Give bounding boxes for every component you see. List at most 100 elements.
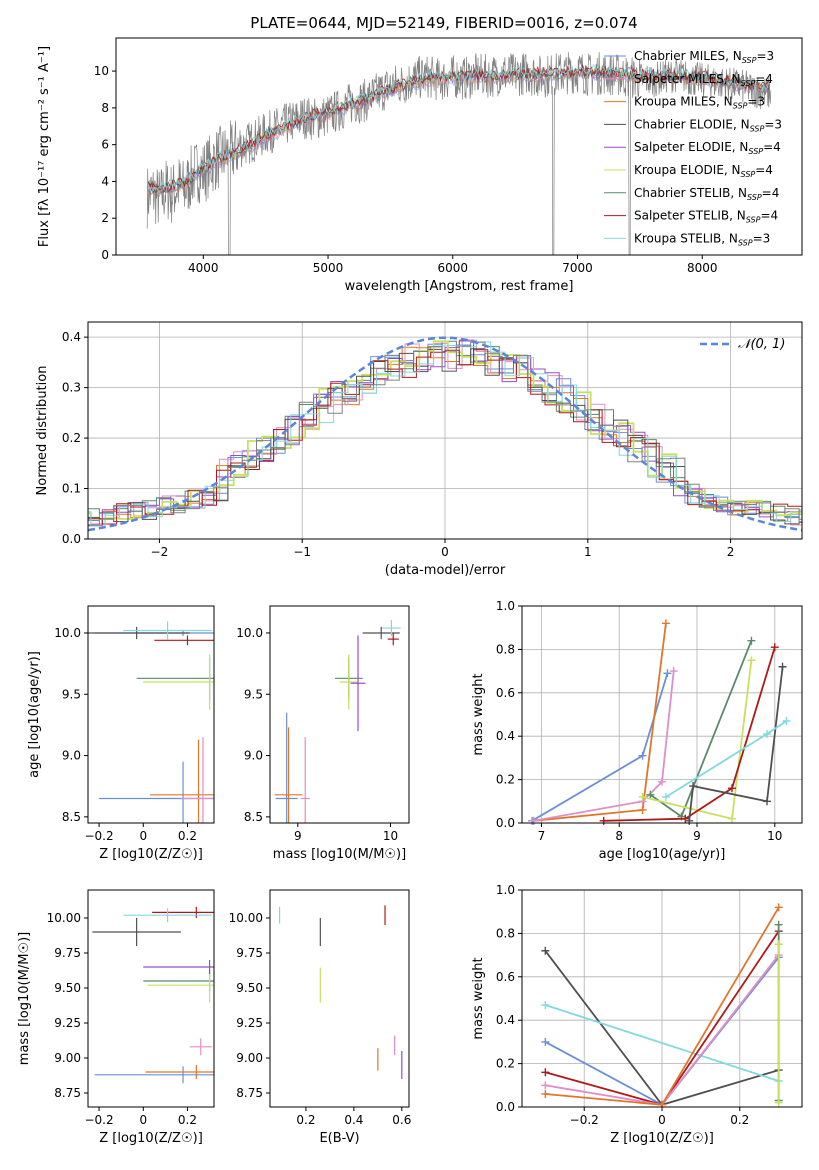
x-tick-label: 0 (441, 545, 449, 559)
x-tick-label: 0.2 (178, 829, 197, 843)
x-tick-label: 0 (658, 1113, 666, 1127)
data-marker (638, 805, 647, 814)
data-marker (661, 792, 670, 801)
series-line (603, 646, 776, 822)
age-vs-Z-ylabel: age [log10(age/yr)] (27, 651, 42, 778)
data-marker (658, 777, 666, 786)
series-line (533, 671, 675, 822)
massweight-vs-age-axes (518, 605, 802, 827)
legend-subscript: SSP (746, 216, 761, 225)
spectrum-axes (112, 70, 703, 259)
legend-text: Chabrier ELODIE, N (634, 117, 750, 131)
x-tick-label: 7 (538, 829, 546, 843)
age-vs-Z-xlabel: Z [log10(Z/Z☉)] (99, 847, 203, 862)
mass-vs-ebv-frame (269, 889, 410, 1108)
y-tick-label: 0.8 (496, 926, 515, 940)
legend-text: Salpeter MILES, N (634, 72, 741, 86)
x-tick-label: 5000 (313, 261, 344, 275)
y-tick-label: 10 (94, 64, 109, 78)
massweight-vs-age-xlabel: age [log10(age/yr)] (599, 847, 726, 862)
data-marker (663, 669, 672, 678)
y-tick-label: 8.75 (236, 1086, 263, 1100)
histogram-step (88, 341, 802, 526)
x-tick-label: 4000 (188, 261, 219, 275)
x-tick-label: −0.2 (570, 1113, 599, 1127)
y-tick-label: 0.0 (496, 1100, 515, 1114)
spectrum-frame (115, 37, 803, 256)
y-tick-label: 10.0 (54, 626, 81, 640)
spectrum-model-line (146, 69, 770, 199)
spectrum-ylabel: Flux [fλ 10⁻¹⁷ erg cm⁻² s⁻¹ A⁻¹] (37, 46, 52, 247)
legend-text: =3 (756, 49, 774, 63)
figure-title: PLATE=0644, MJD=52149, FIBERID=0016, z=0… (250, 14, 637, 32)
y-tick-label: 9.25 (54, 1016, 81, 1030)
legend-label: Salpeter ELODIE, NSSP=4 (634, 140, 781, 156)
x-tick-label: 6000 (437, 261, 468, 275)
y-tick-label: 4 (101, 174, 109, 188)
residuals-frame (87, 321, 803, 540)
x-tick-label: 9 (693, 829, 701, 843)
y-tick-label: 0 (101, 248, 109, 262)
y-tick-label: 9.25 (236, 1016, 263, 1030)
y-tick-label: 0.2 (496, 1057, 515, 1071)
data-marker (747, 656, 756, 665)
y-tick-label: 1.0 (496, 599, 515, 613)
data-marker (541, 1089, 550, 1098)
y-tick-label: 10.0 (236, 626, 263, 640)
massweight-vs-Z-frame (521, 889, 803, 1108)
legend-subscript: SSP (748, 147, 763, 156)
legend-text: =3 (764, 117, 782, 131)
data-marker (778, 662, 787, 671)
data-marker (774, 1098, 783, 1107)
data-marker (747, 636, 756, 645)
gaussian-curve (88, 336, 802, 532)
age-vs-Z-frame (87, 605, 215, 824)
massweight-vs-Z-ylabel: mass weight (471, 957, 486, 1039)
data-marker (669, 667, 678, 676)
data-marker (541, 946, 550, 955)
y-tick-label: 8 (101, 101, 109, 115)
x-tick-label: −0.2 (84, 1113, 113, 1127)
y-tick-label: 10.00 (229, 911, 263, 925)
x-tick-label: 0 (139, 1113, 147, 1127)
y-tick-label: 9.00 (236, 1051, 263, 1065)
spectrum-xlabel: wavelength [Angstrom, rest frame] (345, 279, 574, 294)
y-tick-label: 0.4 (496, 729, 515, 743)
y-tick-label: 0.8 (496, 642, 515, 656)
y-tick-label: 8.5 (244, 810, 263, 824)
x-tick-label: 0.4 (344, 1113, 363, 1127)
data-marker (689, 782, 698, 791)
data-marker (728, 814, 736, 823)
x-tick-label: 0.6 (392, 1113, 411, 1127)
y-tick-label: 0.0 (62, 532, 81, 546)
legend-label: 𝒩(0, 1) (738, 337, 785, 352)
massweight-vs-Z-axes (518, 889, 802, 1111)
mass-vs-ebv-xlabel: E(B-V) (319, 1131, 359, 1146)
data-marker (770, 643, 779, 652)
legend-text: Chabrier STELIB, N (634, 186, 747, 200)
mass-vs-Z-ylabel: mass [log10(M/M☉)] (17, 932, 32, 1065)
legend-text: Kroupa ELODIE, N (634, 163, 741, 177)
series-line (688, 666, 784, 821)
legend-subscript: SSP (742, 56, 757, 65)
data-marker (638, 792, 647, 801)
legend-subscript: SSP (750, 124, 765, 133)
legend-subscript: SSP (738, 238, 753, 247)
legend-text: =3 (753, 231, 771, 245)
y-tick-label: 9.50 (236, 981, 263, 995)
age-vs-mass-axes (266, 632, 391, 827)
y-tick-label: 9.00 (54, 1051, 81, 1065)
legend-text: =4 (762, 186, 780, 200)
legend-text: =4 (763, 140, 781, 154)
data-marker (541, 1068, 550, 1077)
data-marker (541, 1081, 550, 1090)
residuals-ylabel: Normed distribution (35, 366, 50, 496)
y-tick-label: 10.00 (47, 911, 81, 925)
legend-text: Salpeter ELODIE, N (634, 140, 748, 154)
y-tick-label: 9.0 (244, 749, 263, 763)
legend-text: Chabrier MILES, N (634, 49, 742, 63)
y-tick-label: 9.75 (54, 946, 81, 960)
legend-label: Kroupa STELIB, NSSP=3 (634, 231, 770, 247)
y-tick-label: 9.75 (236, 946, 263, 960)
